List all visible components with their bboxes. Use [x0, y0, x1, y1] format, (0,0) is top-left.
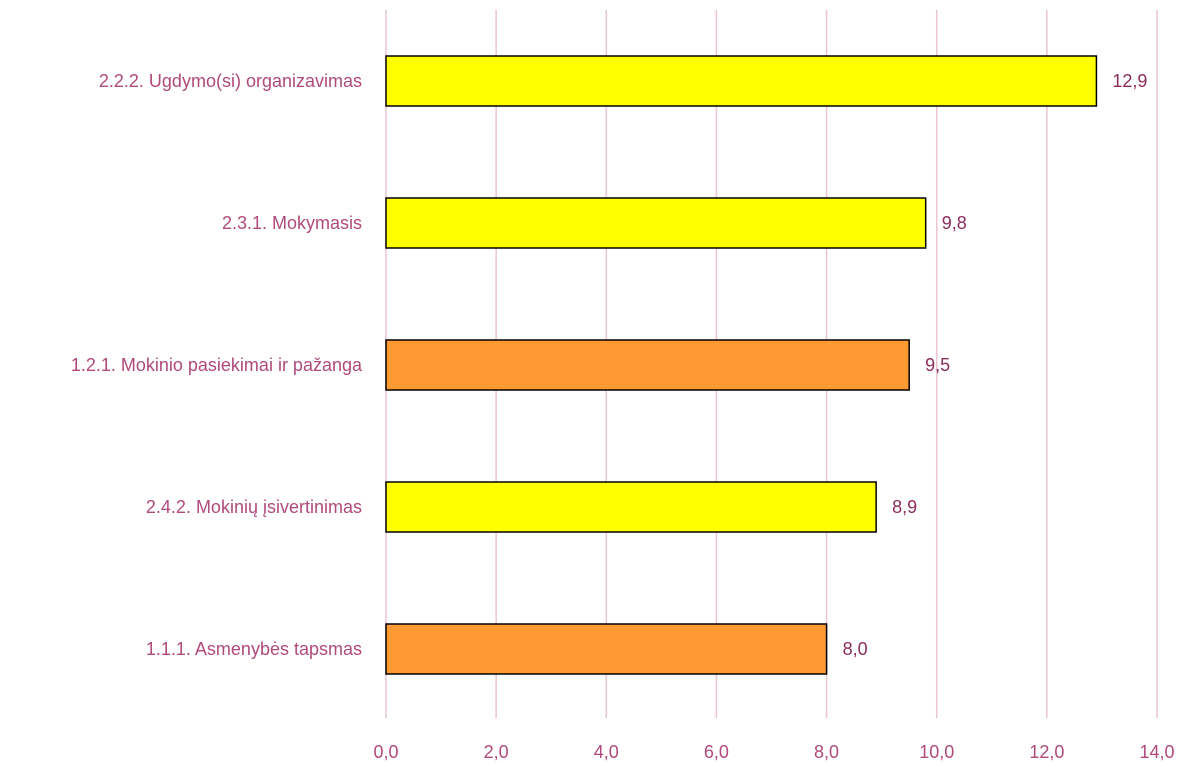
x-tick-label-1: 2,0 [484, 742, 509, 762]
value-labels: 12,9 9,8 9,5 8,9 8,0 [843, 71, 1148, 659]
bars [385, 55, 1098, 675]
category-label-3: 2.4.2. Mokinių įsivertinimas [146, 497, 362, 517]
x-tick-label-4: 8,0 [814, 742, 839, 762]
category-label-1: 2.3.1. Mokymasis [222, 213, 362, 233]
bar-4 [385, 623, 828, 675]
value-label-1: 9,8 [942, 213, 967, 233]
category-label-4: 1.1.1. Asmenybės tapsmas [146, 639, 362, 659]
x-axis-tick-labels: 0,0 2,0 4,0 6,0 8,0 10,0 12,0 14,0 [373, 742, 1174, 762]
x-tick-label-0: 0,0 [373, 742, 398, 762]
value-label-3: 8,9 [892, 497, 917, 517]
category-label-2: 1.2.1. Mokinio pasiekimai ir pažanga [71, 355, 363, 375]
category-label-0: 2.2.2. Ugdymo(si) organizavimas [99, 71, 362, 91]
value-label-2: 9,5 [925, 355, 950, 375]
bar-1 [385, 197, 927, 249]
x-tick-label-3: 6,0 [704, 742, 729, 762]
value-label-4: 8,0 [843, 639, 868, 659]
bar-2 [385, 339, 910, 391]
x-tick-label-7: 14,0 [1139, 742, 1174, 762]
value-label-0: 12,9 [1112, 71, 1147, 91]
x-tick-label-6: 12,0 [1029, 742, 1064, 762]
category-labels: 2.2.2. Ugdymo(si) organizavimas 2.3.1. Mo… [71, 71, 363, 659]
x-tick-label-2: 4,0 [594, 742, 619, 762]
bar-3 [385, 481, 877, 533]
bar-0 [385, 55, 1098, 107]
x-tick-label-5: 10,0 [919, 742, 954, 762]
